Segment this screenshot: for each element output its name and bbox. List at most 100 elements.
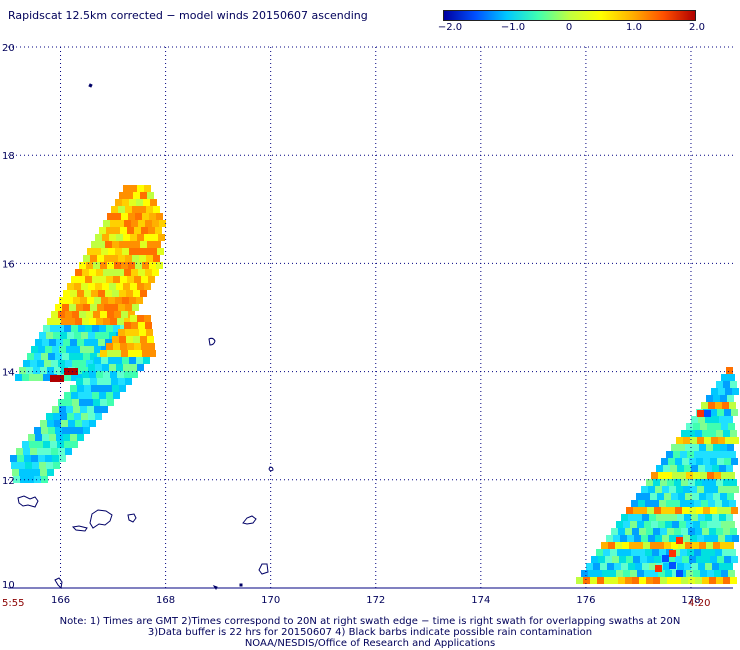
swath-cell <box>110 318 117 325</box>
swath-cell <box>98 290 105 297</box>
footer-note-1: Note: 1) Times are GMT 2)Times correspon… <box>59 616 681 627</box>
swath-cell <box>603 549 610 556</box>
swath-cell <box>731 458 738 465</box>
swath-cell <box>111 378 118 385</box>
swath-cell <box>46 462 53 469</box>
swath-cell <box>29 374 36 381</box>
island-outline <box>208 337 216 346</box>
swath-cell <box>689 556 696 563</box>
swath-cell <box>52 346 59 353</box>
swath-cell <box>132 255 139 262</box>
swath-cell <box>129 199 136 206</box>
swath-cell <box>132 206 139 213</box>
swath-cell <box>149 213 156 220</box>
swath-cell <box>57 375 64 382</box>
swath-cell <box>106 392 113 399</box>
swath-cell <box>688 528 695 535</box>
swath-cell <box>147 192 154 199</box>
swath-cell <box>63 339 70 346</box>
swath-cell <box>702 479 709 486</box>
swath-cell <box>666 451 673 458</box>
swath-cell <box>76 353 83 360</box>
swath-cell <box>730 577 737 584</box>
swath-cell <box>81 332 88 339</box>
swath-cell <box>72 399 79 406</box>
swath-cell <box>683 437 690 444</box>
swath-cell <box>697 437 704 444</box>
swath-cell <box>82 371 89 378</box>
swath-cell <box>638 500 645 507</box>
swath-cell <box>113 392 120 399</box>
swath-cell <box>710 409 717 416</box>
swath-cell <box>717 507 724 514</box>
swath-cell <box>105 290 112 297</box>
swath-cell <box>659 500 666 507</box>
swath-cell <box>660 577 667 584</box>
island-outline <box>212 585 218 590</box>
swath-cell <box>42 434 49 441</box>
swath-cell <box>43 441 50 448</box>
swath-cell <box>12 469 19 476</box>
swath-cell <box>133 241 140 248</box>
swath-cell <box>89 269 96 276</box>
swath-cell <box>107 311 114 318</box>
swath-cell <box>25 462 32 469</box>
swath-cell <box>710 556 717 563</box>
swath-cell <box>633 507 640 514</box>
swath-cell <box>45 455 52 462</box>
swath-cell <box>103 220 110 227</box>
swath-cell <box>722 549 729 556</box>
swath-cell <box>718 437 725 444</box>
swath-cell <box>143 248 150 255</box>
swath-cell <box>717 556 724 563</box>
swath-cell <box>650 493 657 500</box>
swath-cell <box>669 486 676 493</box>
swath-cell <box>22 441 29 448</box>
swath-cell <box>81 413 88 420</box>
longitude-tick-label: 176 <box>576 595 595 606</box>
swath-cell <box>82 367 89 374</box>
swath-cell <box>110 269 117 276</box>
swath-cell <box>46 332 53 339</box>
latitude-tick-label: 18 <box>2 151 15 162</box>
swath-cell <box>618 528 625 535</box>
swath-cell <box>124 371 131 378</box>
swath-cell <box>73 346 80 353</box>
swath-cell <box>629 542 636 549</box>
swath-cell <box>113 276 120 283</box>
swath-cell <box>122 297 129 304</box>
swath-cell <box>130 315 137 322</box>
swath-cell <box>97 378 104 385</box>
swath-cell <box>34 476 41 483</box>
swath-cell <box>99 276 106 283</box>
swath-cell <box>693 521 700 528</box>
swath-cell <box>689 458 696 465</box>
swath-cell <box>623 570 630 577</box>
swath-cell <box>139 206 146 213</box>
swath-cell <box>120 325 127 332</box>
swath-cell <box>75 420 82 427</box>
swath-cell <box>716 479 723 486</box>
swath-cell <box>125 329 132 336</box>
swath-cell <box>54 367 61 374</box>
swath-cell <box>724 556 731 563</box>
swath-cell <box>726 416 733 423</box>
swath-cell <box>707 570 714 577</box>
swath-cell <box>719 514 726 521</box>
swath-cell <box>696 556 703 563</box>
latitude-tick-label: 14 <box>2 368 15 379</box>
swath-cell <box>124 220 131 227</box>
swath-cell <box>715 451 722 458</box>
swath-cell <box>103 371 110 378</box>
swath-cell <box>146 255 153 262</box>
swath-cell <box>708 402 715 409</box>
swath-cell <box>725 535 732 542</box>
swath-cells <box>10 185 739 584</box>
swath-cell <box>657 542 664 549</box>
swath-cell <box>583 577 590 584</box>
swath-cell <box>144 283 151 290</box>
swath-cell <box>715 402 722 409</box>
swath-cell <box>684 514 691 521</box>
swath-cell <box>95 332 102 339</box>
swath-cell <box>139 329 146 336</box>
